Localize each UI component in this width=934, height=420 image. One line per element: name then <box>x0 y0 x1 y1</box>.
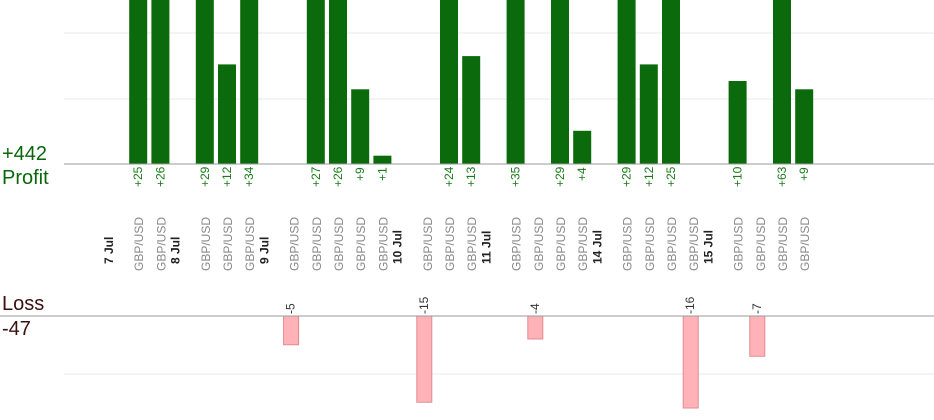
profit-value-label: +27 <box>309 166 323 187</box>
loss-bar <box>749 315 766 357</box>
profit-value-label: +25 <box>664 166 678 187</box>
category-label: GBP/USD <box>354 217 368 271</box>
profit-bar <box>773 0 791 164</box>
category-label: GBP/USD <box>421 217 435 271</box>
profit-bar <box>462 56 481 164</box>
category-label: GBP/USD <box>132 217 146 271</box>
profit-bar <box>240 0 259 164</box>
loss-bar <box>682 315 699 409</box>
profit-value-label: +26 <box>153 166 167 187</box>
profit-value-label: +35 <box>509 166 523 187</box>
profit-value-label: +26 <box>331 166 345 187</box>
category-label: GBP/USD <box>465 217 479 271</box>
profit-bar <box>662 0 680 164</box>
profit-total: +442 <box>2 143 48 165</box>
loss-value-label: -15 <box>417 296 431 314</box>
loss-value-label: -7 <box>750 303 764 314</box>
loss-bar <box>283 315 300 346</box>
profit-bar <box>795 89 814 164</box>
category-label: GBP/USD <box>199 217 213 271</box>
profit-value-label: +25 <box>131 166 145 187</box>
profit-bar <box>129 0 148 164</box>
category-label: GBP/USD <box>310 217 324 271</box>
category-label: GBP/USD <box>621 217 635 271</box>
category-label: GBP/USD <box>154 217 168 271</box>
profit-bar <box>351 89 370 164</box>
profit-value-label: +9 <box>353 167 367 181</box>
category-label: GBP/USD <box>665 217 679 271</box>
profit-value-label: +13 <box>464 166 478 187</box>
category-label: GBP/USD <box>243 217 257 271</box>
profit-value-label: +34 <box>242 166 256 187</box>
date-label: 9 Jul <box>257 237 271 264</box>
loss-value-label: -5 <box>284 303 298 314</box>
profit-value-label: +1 <box>375 167 389 181</box>
profit-bar <box>639 64 658 164</box>
date-label: 11 Jul <box>479 231 493 264</box>
loss-bar <box>527 315 544 340</box>
category-label: GBP/USD <box>554 217 568 271</box>
profit-value-label: +12 <box>642 166 656 187</box>
profit-value-label: +29 <box>620 166 634 187</box>
loss-total: -47 <box>2 318 31 340</box>
category-label: GBP/USD <box>754 217 768 271</box>
profit-value-label: +9 <box>797 167 811 181</box>
category-label: GBP/USD <box>221 217 235 271</box>
profit-value-label: +4 <box>575 167 589 181</box>
category-label: GBP/USD <box>376 217 390 271</box>
date-label: 15 Jul <box>701 230 715 264</box>
profit-bar <box>506 0 525 164</box>
profit-bar <box>195 0 214 164</box>
profit-bar <box>306 0 325 164</box>
profit-bar <box>218 64 236 164</box>
profit-bar <box>329 0 347 164</box>
category-label: GBP/USD <box>510 217 524 271</box>
category-label: GBP/USD <box>532 217 546 271</box>
profit-value-label: +63 <box>775 166 789 187</box>
profit-title: Profit <box>2 167 49 189</box>
category-label: GBP/USD <box>687 217 701 271</box>
profit-value-label: +12 <box>220 166 234 187</box>
category-label: GBP/USD <box>443 217 457 271</box>
category-label: GBP/USD <box>798 217 812 271</box>
profit-value-label: +29 <box>198 166 212 187</box>
profit-bar <box>617 0 636 164</box>
loss-bar <box>416 315 433 403</box>
date-label: 14 Jul <box>590 230 604 264</box>
category-label: GBP/USD <box>288 217 302 271</box>
profit-value-label: +10 <box>731 166 745 187</box>
profit-bar <box>440 0 458 164</box>
date-label: 10 Jul <box>391 230 405 264</box>
category-label: GBP/USD <box>332 217 346 271</box>
category-label: GBP/USD <box>643 217 657 271</box>
category-label: GBP/USD <box>776 217 790 271</box>
profit-bar <box>373 155 392 164</box>
loss-value-label: -16 <box>683 296 697 314</box>
category-label: GBP/USD <box>732 217 746 271</box>
loss-value-label: -4 <box>528 303 542 314</box>
profit-bar <box>551 0 569 164</box>
profit-value-label: +24 <box>442 166 456 187</box>
profit-value-label: +29 <box>553 166 567 187</box>
profit-bar <box>573 130 592 164</box>
profit-bar <box>151 0 170 164</box>
date-label: 8 Jul <box>169 237 183 264</box>
category-label: GBP/USD <box>576 217 590 271</box>
profit-bar <box>728 81 747 164</box>
date-label: 7 Jul <box>102 237 116 264</box>
loss-title: Loss <box>2 293 45 315</box>
